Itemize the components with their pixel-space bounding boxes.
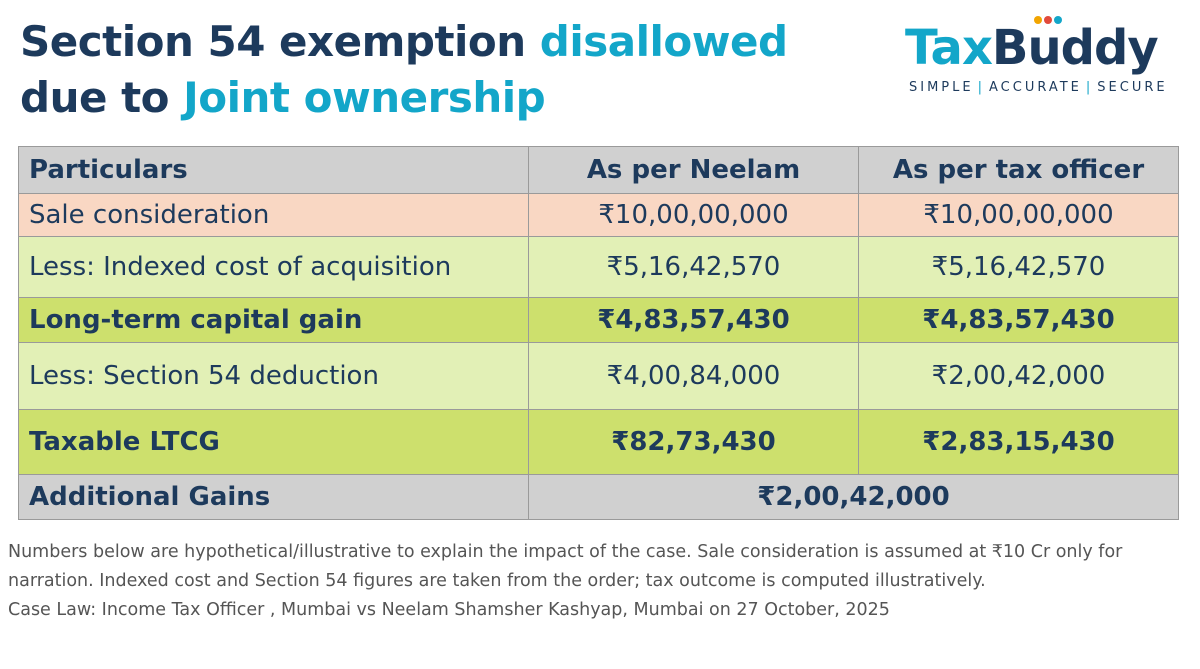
neelam-value: ₹5,16,42,570 <box>528 236 859 298</box>
logo-tagline: SIMPLE | ACCURATE | SECURE <box>909 80 1168 95</box>
column-header: Particulars <box>18 146 529 194</box>
table-row: Taxable LTCG ₹82,73,430 ₹2,83,15,430 <box>18 409 1179 475</box>
logo-word-tax: Tax <box>905 20 993 76</box>
title-accent: disallowed <box>539 17 788 66</box>
logo-word-u: u <box>1028 16 1062 78</box>
neelam-value: ₹82,73,430 <box>528 409 859 475</box>
neelam-value: ₹4,00,84,000 <box>528 342 859 410</box>
logo-wordmark: TaxB uddy <box>905 16 1175 78</box>
title-accent: Joint ownership <box>183 73 546 122</box>
footnote-disclaimer: Numbers below are hypothetical/illustrat… <box>8 542 1123 591</box>
column-header: As per tax officer <box>858 146 1179 194</box>
table-row: Sale consideration ₹10,00,00,000 ₹10,00,… <box>18 193 1179 237</box>
row-label: Less: Indexed cost of acquisition <box>18 236 529 298</box>
table-row: Less: Indexed cost of acquisition ₹5,16,… <box>18 236 1179 298</box>
officer-value: ₹5,16,42,570 <box>858 236 1179 298</box>
row-label: Less: Section 54 deduction <box>18 342 529 410</box>
table-row: Long-term capital gain ₹4,83,57,430 ₹4,8… <box>18 297 1179 343</box>
page-title: Section 54 exemption disallowed due to J… <box>20 14 788 126</box>
title-text: Section 54 exemption <box>20 17 540 66</box>
logo-dots-icon <box>1033 12 1064 24</box>
officer-value: ₹10,00,00,000 <box>858 193 1179 237</box>
row-label: Taxable LTCG <box>18 409 529 475</box>
officer-value: ₹2,83,15,430 <box>858 409 1179 475</box>
table-total-row: Additional Gains ₹2,00,42,000 <box>18 474 1179 520</box>
title-text: due to <box>20 73 184 122</box>
title-line-1: Section 54 exemption disallowed <box>20 14 788 70</box>
row-label: Additional Gains <box>18 474 529 520</box>
table-header-row: Particulars As per Neelam As per tax off… <box>18 146 1179 194</box>
officer-value: ₹2,00,42,000 <box>858 342 1179 410</box>
footnote-case-law: Case Law: Income Tax Officer , Mumbai vs… <box>8 600 890 620</box>
logo-word-ddy: ddy <box>1060 20 1159 76</box>
ltcg-comparison-table: Particulars As per Neelam As per tax off… <box>18 146 1179 520</box>
taxbuddy-logo: TaxB uddy SIMPLE | ACCURATE | SECURE <box>905 16 1175 102</box>
column-header: As per Neelam <box>528 146 859 194</box>
row-label: Long-term capital gain <box>18 297 529 343</box>
table-row: Less: Section 54 deduction ₹4,00,84,000 … <box>18 342 1179 410</box>
footnote: Numbers below are hypothetical/illustrat… <box>8 538 1193 625</box>
neelam-value: ₹4,83,57,430 <box>528 297 859 343</box>
title-line-2: due to Joint ownership <box>20 70 788 126</box>
officer-value: ₹4,83,57,430 <box>858 297 1179 343</box>
additional-gains-value: ₹2,00,42,000 <box>528 474 1179 520</box>
logo-word-b: B <box>991 20 1029 76</box>
neelam-value: ₹10,00,00,000 <box>528 193 859 237</box>
row-label: Sale consideration <box>18 193 529 237</box>
